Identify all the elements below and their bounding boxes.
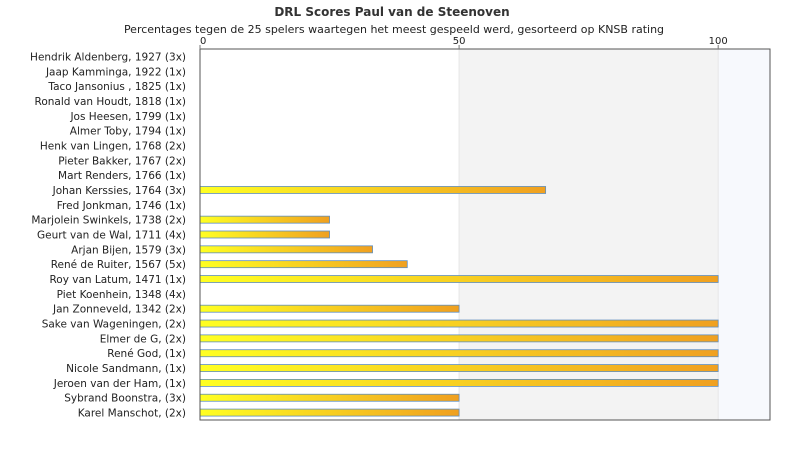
category-label: Sake van Wageningen, (2x) [42, 319, 186, 331]
category-label: Jaap Kamminga, 1922 (1x) [45, 66, 186, 78]
plot-band [459, 49, 719, 420]
bar [199, 364, 719, 372]
plot-background [200, 49, 770, 420]
category-label: Jos Heesen, 1799 (1x) [69, 111, 186, 123]
category-label: Marjolein Swinkels, 1738 (2x) [31, 215, 186, 227]
bar [199, 215, 330, 224]
bar [199, 334, 719, 343]
chart-subtitle: Percentages tegen de 25 spelers waartege… [124, 23, 664, 36]
category-label: Mart Renders, 1766 (1x) [58, 170, 186, 182]
tick-label: 100 [709, 36, 728, 47]
plot-band [718, 49, 770, 420]
category-label: Roy van Latum, 1471 (1x) [49, 274, 186, 286]
bar [199, 378, 719, 387]
category-label: René God, (1x) [107, 348, 186, 360]
bar [199, 245, 373, 254]
bar [199, 349, 719, 358]
bar [199, 275, 719, 283]
bar [199, 393, 460, 402]
category-label: Jeroen van der Ham, (1x) [53, 378, 186, 390]
bar [199, 186, 547, 194]
category-label: René de Ruiter, 1567 (5x) [51, 259, 186, 271]
gridlines [458, 49, 719, 420]
category-label: Hendrik Aldenberg, 1927 (3x) [30, 51, 186, 63]
bar [199, 408, 460, 417]
category-label: Piet Koenhein, 1348 (4x) [57, 289, 186, 301]
plot-frame [199, 48, 771, 421]
category-label: Sybrand Boonstra, (3x) [64, 393, 186, 405]
bar [199, 230, 330, 239]
category-label: Johan Kerssies, 1764 (3x) [52, 185, 186, 197]
category-label: Fred Jonkman, 1746 (1x) [57, 200, 186, 212]
y-axis-labels: Hendrik Aldenberg, 1927 (3x) Jaap Kamming… [30, 51, 186, 419]
category-label: Karel Manschot, (2x) [78, 408, 186, 420]
category-label: Arjan Bijen, 1579 (3x) [71, 244, 186, 256]
category-label: Pieter Bakker, 1767 (2x) [58, 155, 186, 167]
tick-label: 50 [453, 36, 466, 47]
category-label: Henk van Lingen, 1768 (2x) [40, 140, 186, 152]
category-label: Jan Zonneveld, 1342 (2x) [52, 304, 186, 316]
category-label: Ronald van Houdt, 1818 (1x) [35, 96, 186, 108]
chart-title: DRL Scores Paul van de Steenoven [274, 5, 509, 19]
category-label: Almer Toby, 1794 (1x) [70, 126, 186, 138]
category-label: Geurt van de Wal, 1711 (4x) [37, 230, 186, 242]
category-label: Nicole Sandmann, (1x) [66, 363, 186, 375]
bar [199, 260, 408, 269]
bars [199, 186, 719, 417]
tick-label: 0 [200, 36, 206, 47]
category-label: Elmer de G, (2x) [100, 333, 186, 345]
bar [199, 304, 460, 313]
bar [199, 319, 719, 328]
category-label: Taco Jansonius , 1825 (1x) [47, 81, 186, 93]
x-axis-ticks: 0 50 100 [199, 36, 728, 49]
